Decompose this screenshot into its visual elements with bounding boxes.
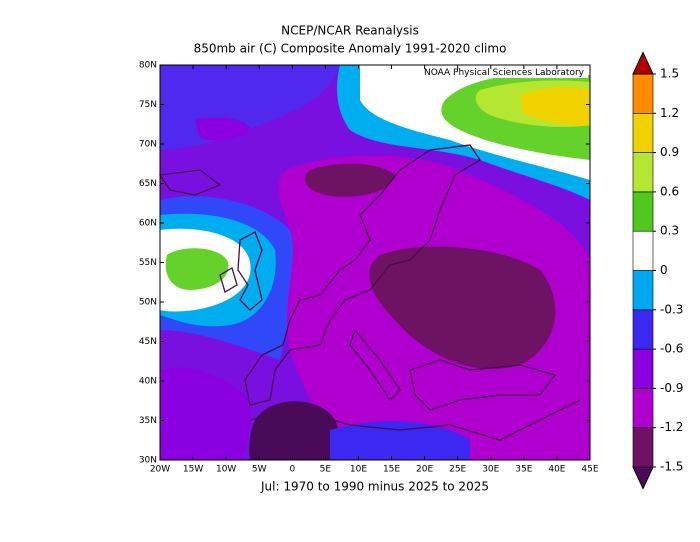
colorbar-band [632,230,654,271]
coastline [409,359,557,411]
coastline [237,231,263,311]
colorbar-band [632,309,654,350]
y-tick-label: 80N [139,61,157,71]
colorbar-label: -0.6 [660,342,683,356]
coastline [219,267,238,293]
yellow-region [520,87,590,126]
blue-region [330,421,470,460]
coastline [249,399,581,441]
colorbar-band [632,427,654,468]
colorbar-band [632,388,654,428]
colorbar-label: 0.6 [660,184,679,198]
x-tick-label: 20W [150,465,170,475]
x-tick-label: 5W [252,465,267,475]
colorbar-band [632,348,654,389]
green-region [165,248,229,290]
y-tick-label: 50N [139,298,157,308]
annotation: NOAA Physical Sciences Laboratory [424,68,585,78]
colorbar-label: 0 [660,263,668,277]
x-tick-label: 5E [320,465,332,475]
colorbar-label: 1.2 [660,106,679,120]
colorbar-band [632,113,654,153]
x-tick-label: 25E [449,465,466,475]
y-tick-label: 75N [139,100,157,110]
colorbar-label: -0.3 [660,302,683,316]
y-tick-label: 30N [139,456,157,466]
colorbar: -1.5 -1.2 -0.9 -0.6 -0.3 0 0.3 0.6 0.9 1.2 1.5 [632,51,683,490]
dark-purple-region [369,246,556,369]
purple-region [195,117,250,141]
x-tick-label: 30E [482,465,499,475]
colorbar-label: 1.5 [660,67,679,81]
x-axis-label: Jul: 1970 to 1990 minus 2025 to 2025 [260,480,489,494]
x-tick-label: 10W [216,465,236,475]
colorbar-band [632,152,654,193]
coastline [158,169,222,196]
coastline [349,328,401,402]
x-tick-label: 20E [416,465,433,475]
x-tick-label: 15W [183,465,203,475]
purple-region [160,367,252,460]
colorbar-label: -1.2 [660,420,683,434]
coastlines [158,144,581,441]
dark-purple-region [305,163,395,197]
x-tick-label: 45E [581,465,598,475]
colorbar-label: -1.5 [660,460,683,474]
y-tick-label: 70N [139,140,157,150]
y-tick-label: 35N [139,416,157,426]
colorbar-label: 0.9 [660,145,679,159]
y-tick-label: 40N [139,377,157,387]
subtitle: 850mb air (C) Composite Anomaly 1991-202… [194,42,507,56]
colorbar-label: -0.9 [660,381,683,395]
title: NCEP/NCAR Reanalysis [281,24,419,38]
annotation-box [376,66,588,78]
colorbar-arrow [632,51,654,75]
y-tick-label: 60N [139,219,157,229]
x-tick-label: 0 [289,465,295,475]
map-field [160,65,590,460]
coastline [244,144,481,406]
colorbar-label: 0.3 [660,224,679,238]
colorbar-band [632,270,654,311]
y-tick-label: 45N [139,337,157,347]
x-tick-label: 10E [350,465,367,475]
x-tick-label: 40E [548,465,565,475]
y-tick-label: 65N [139,179,157,189]
x-tick-label: 35E [515,465,532,475]
colorbar-band [632,73,654,114]
colorbar-arrow [632,466,654,490]
y-tick-label: 55N [139,258,157,268]
x-tick-label: 15E [383,465,400,475]
colorbar-band [632,191,654,232]
